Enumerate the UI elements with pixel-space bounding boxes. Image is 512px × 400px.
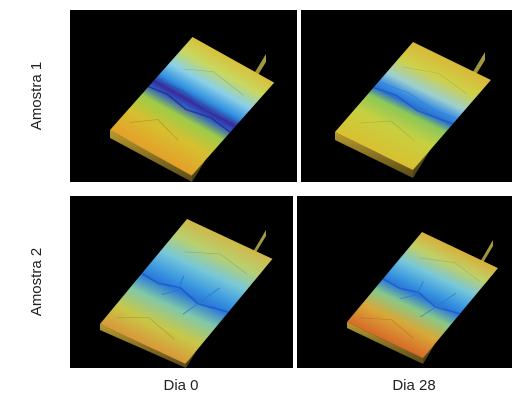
row-label-amostra-1: Amostra 1 bbox=[28, 61, 45, 131]
surface-map-amostra-1-dia-0 bbox=[70, 10, 297, 182]
panel-amostra-2-dia-28 bbox=[297, 196, 512, 368]
panel-amostra-1-dia-28 bbox=[301, 10, 512, 182]
surface-map-amostra-1-dia-28 bbox=[301, 10, 512, 182]
panel-amostra-2-dia-0 bbox=[70, 196, 293, 368]
panel-amostra-1-dia-0 bbox=[70, 10, 297, 182]
surface-map-amostra-2-dia-28 bbox=[297, 196, 512, 368]
row-label-amostra-2: Amostra 2 bbox=[28, 247, 45, 317]
column-label-dia-28: Dia 28 bbox=[392, 377, 436, 394]
column-label-dia-0: Dia 0 bbox=[163, 377, 199, 394]
surface-map-amostra-2-dia-0 bbox=[70, 196, 293, 368]
